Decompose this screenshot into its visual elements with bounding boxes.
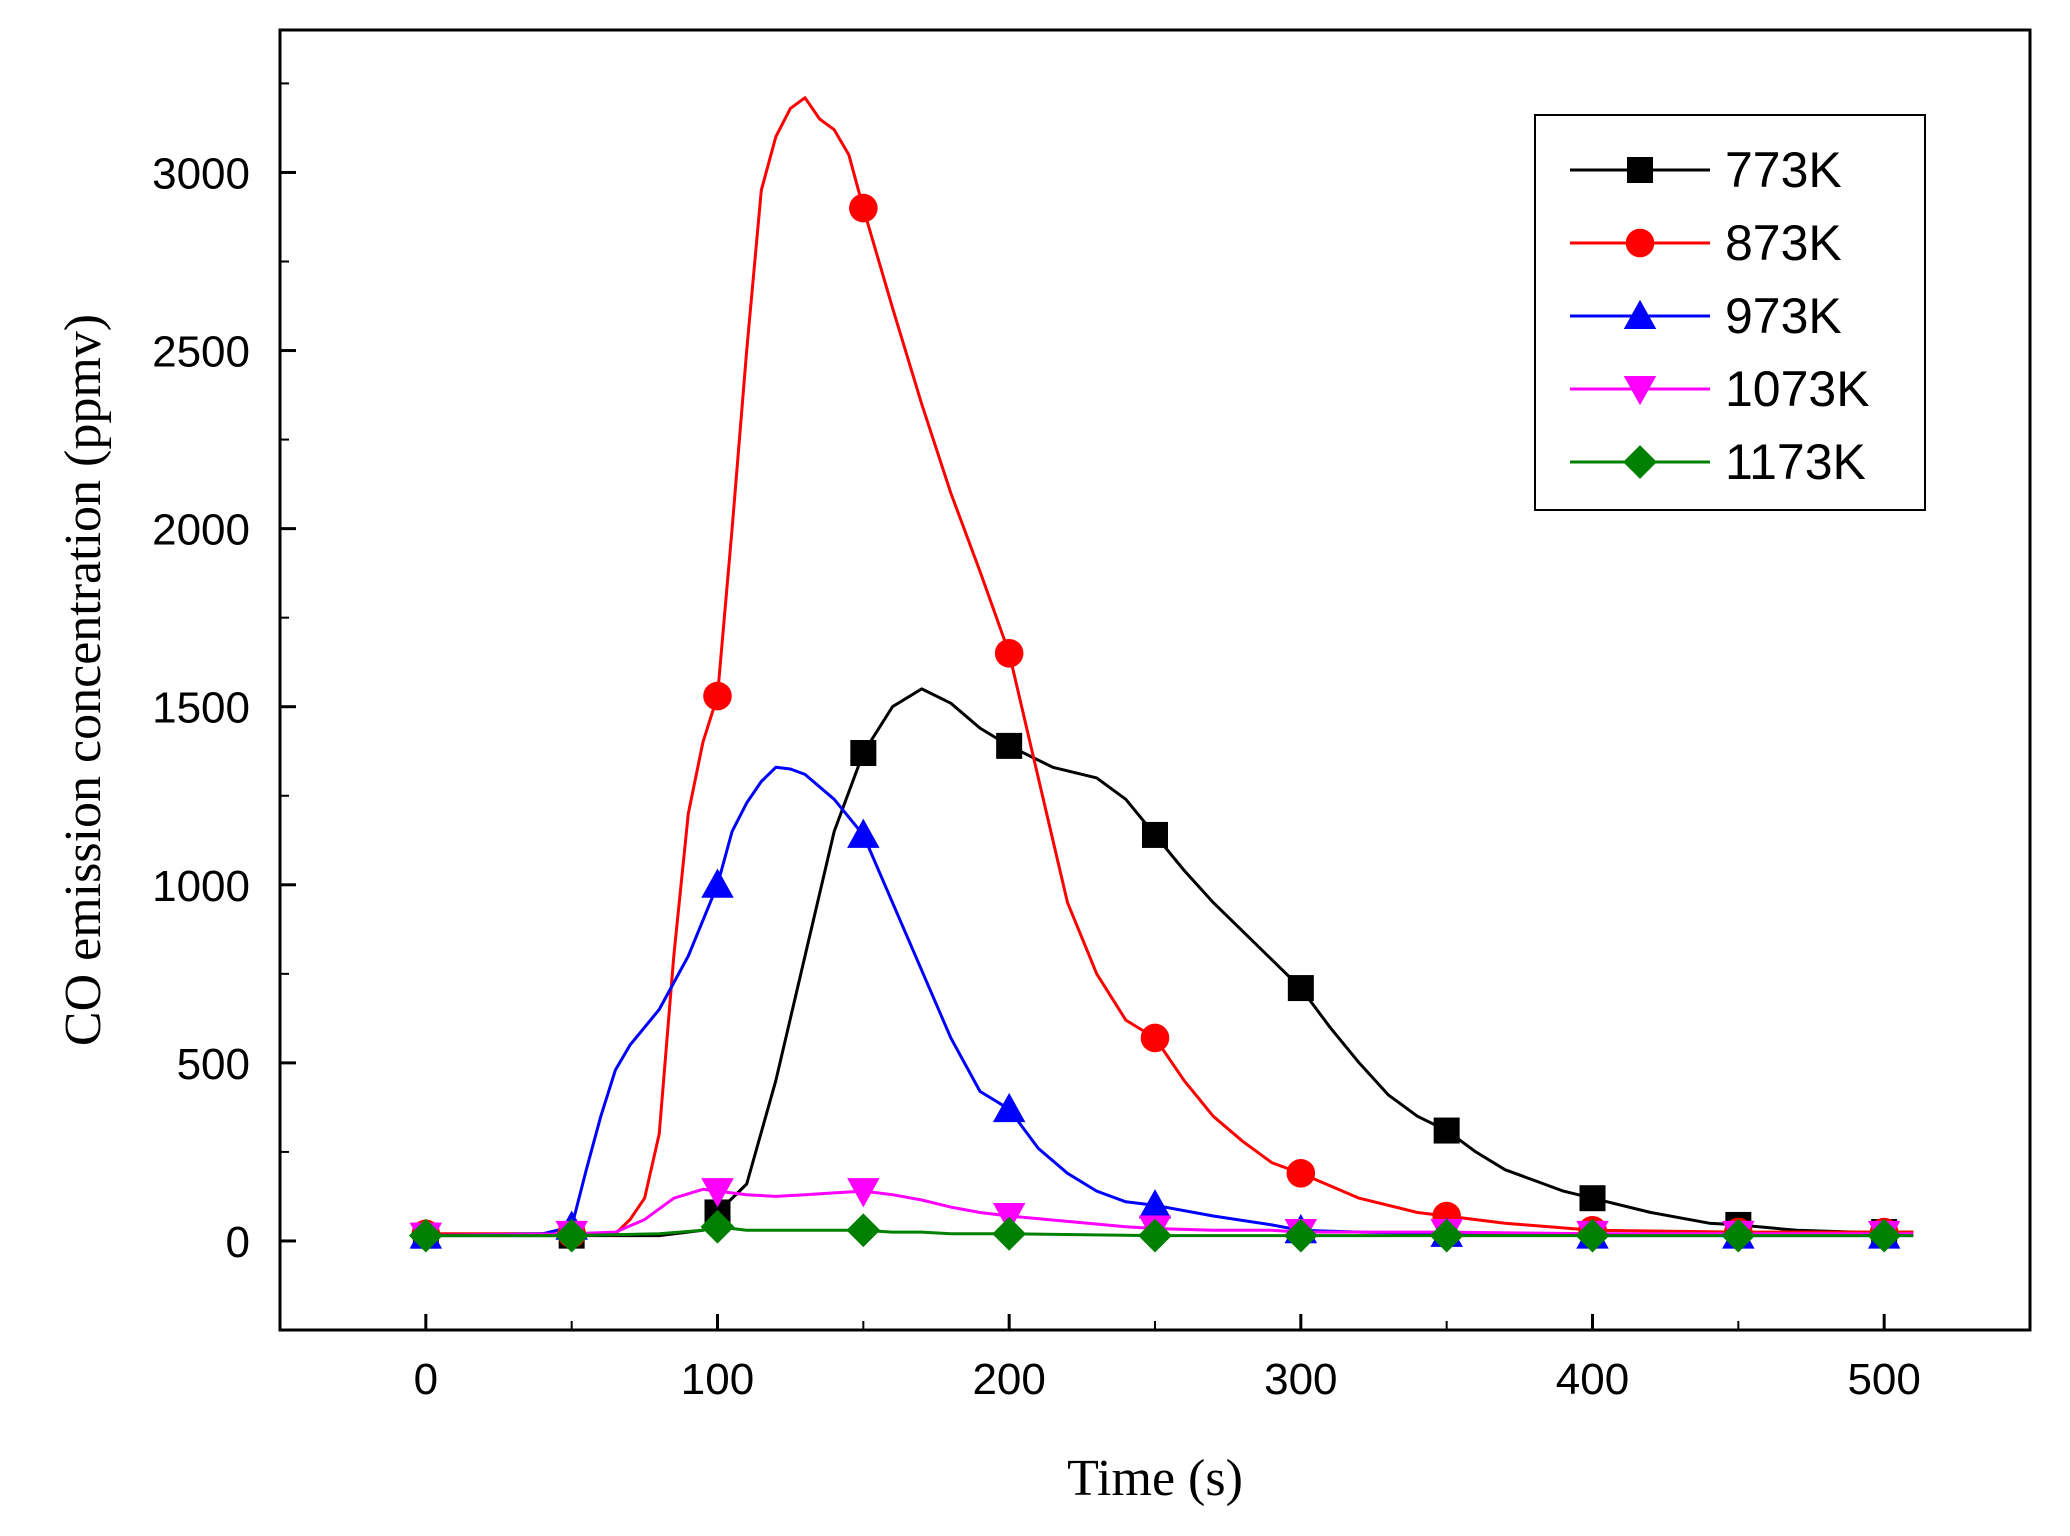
series-line-873k [425, 96, 1914, 1236]
y-tick-label: 0 [226, 1218, 250, 1267]
legend-label-1073k: 1073K [1725, 361, 1870, 417]
legend: 773K 873K 973K 1073K 1173K [1534, 114, 1926, 511]
x-tick-label: 500 [1847, 1355, 1920, 1404]
y-tick-label: 1000 [152, 862, 250, 911]
x-tick-label: 200 [972, 1355, 1045, 1404]
x-tick-label: 0 [414, 1355, 438, 1404]
point-973k [701, 868, 734, 898]
y-axis: 0 500 1000 1500 2000 2500 3000 [152, 82, 296, 1267]
point-1173k [1575, 1218, 1610, 1253]
point-1173k [1721, 1218, 1756, 1253]
legend-label-973k: 973K [1725, 288, 1842, 344]
point-873k [849, 193, 878, 223]
point-773k [850, 740, 877, 767]
point-873k [1286, 1158, 1316, 1188]
series-markers [408, 193, 1902, 1253]
point-1173k [700, 1209, 735, 1244]
y-axis-label: CO emission concentration (ppmv) [55, 314, 112, 1046]
point-873k [703, 681, 732, 711]
point-773k [1433, 1117, 1460, 1144]
legend-box [1534, 114, 1926, 511]
y-tick-label: 2500 [152, 328, 250, 377]
y-tick-label: 2000 [152, 506, 250, 555]
point-773k [1287, 975, 1314, 1002]
point-1173k [1867, 1218, 1902, 1253]
legend-label-1173k: 1173K [1725, 434, 1866, 490]
point-1173k [1429, 1218, 1464, 1253]
legend-marker-773k [1627, 157, 1653, 183]
point-1173k [408, 1218, 443, 1253]
point-1173k [992, 1216, 1027, 1251]
series-line-1073k [425, 1187, 1914, 1238]
legend-marker-1073k [1623, 376, 1657, 406]
x-tick-label: 400 [1556, 1355, 1629, 1404]
point-1073k [847, 1178, 880, 1208]
y-tick-label: 500 [177, 1040, 250, 1089]
point-873k [1140, 1023, 1170, 1053]
x-tick-label: 100 [681, 1355, 754, 1404]
point-1073k [701, 1178, 734, 1208]
point-773k [1579, 1185, 1606, 1212]
point-873k [994, 638, 1024, 668]
legend-marker-973k [1623, 299, 1657, 329]
y-tick-label: 3000 [152, 149, 250, 198]
point-1173k [846, 1213, 881, 1248]
x-axis-label: Time (s) [1067, 1450, 1243, 1507]
point-1173k [1138, 1218, 1172, 1253]
legend-marker-873k [1625, 228, 1655, 258]
point-773k [1142, 821, 1168, 848]
point-1173k [554, 1218, 589, 1253]
legend-label-873k: 873K [1725, 215, 1842, 271]
point-773k [996, 732, 1023, 759]
point-973k [1138, 1189, 1172, 1219]
series-line-773k [425, 687, 1914, 1238]
point-973k [992, 1092, 1026, 1123]
legend-label-773k: 773K [1725, 142, 1842, 198]
x-axis: 0 100 200 300 400 500 [279, 1314, 2031, 1404]
point-973k [847, 818, 880, 848]
point-1173k [1283, 1218, 1318, 1253]
legend-marker-1173k [1623, 445, 1657, 479]
x-tick-label: 300 [1264, 1355, 1337, 1404]
y-tick-label: 1500 [152, 684, 250, 733]
